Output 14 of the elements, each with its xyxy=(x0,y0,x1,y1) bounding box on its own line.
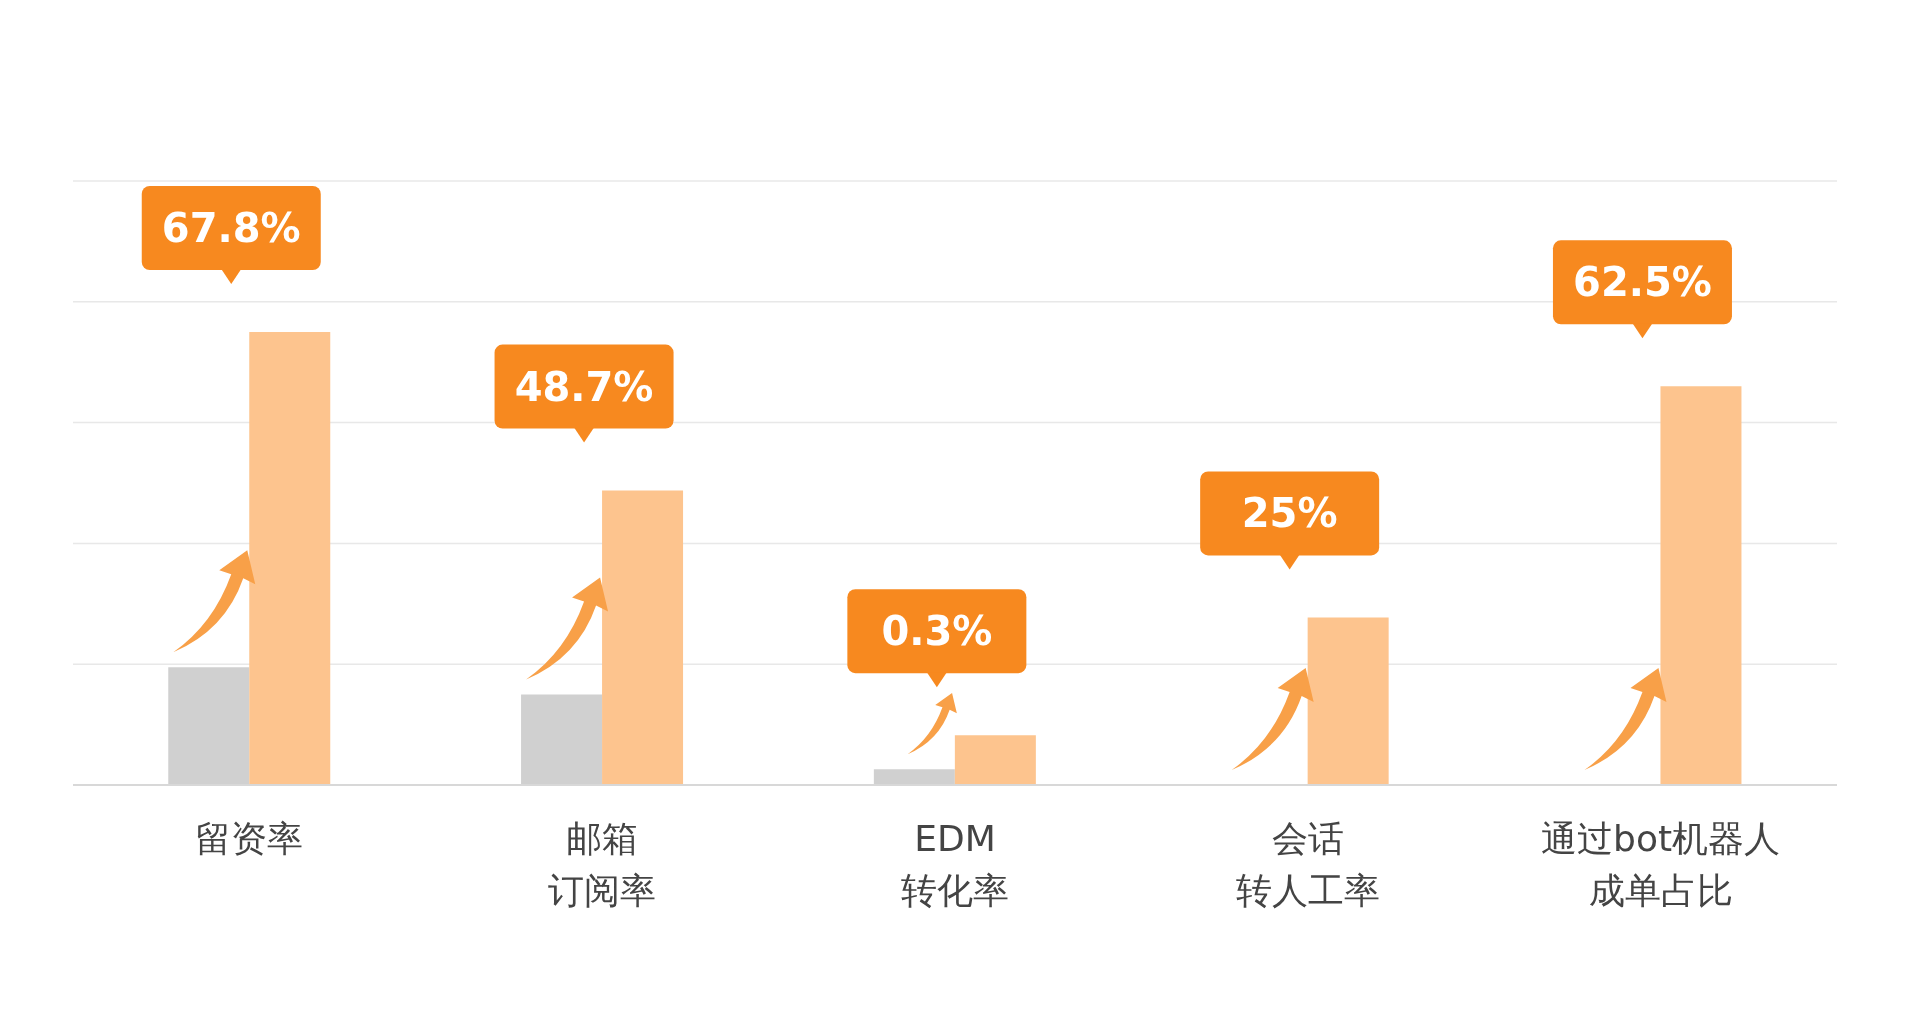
x-tick-label: 会话转人工率 xyxy=(1235,818,1380,911)
x-tick-label: 留资率 xyxy=(195,818,304,859)
bar xyxy=(954,735,1036,785)
text: 62.5% xyxy=(1573,259,1712,306)
annotation: 0.3% xyxy=(881,608,993,655)
x-tick-label: 通过bot机器人成单占比 xyxy=(1541,818,1781,911)
bar xyxy=(249,332,331,785)
bar xyxy=(1660,386,1742,785)
annotation: 25% xyxy=(1241,490,1338,537)
x-tick-label: 邮箱订阅率 xyxy=(548,818,657,911)
x-tick-label: EDM转化率 xyxy=(901,818,1009,911)
text: 67.8% xyxy=(161,205,301,251)
annotation: 48.7% xyxy=(514,363,654,410)
bar xyxy=(602,490,684,785)
